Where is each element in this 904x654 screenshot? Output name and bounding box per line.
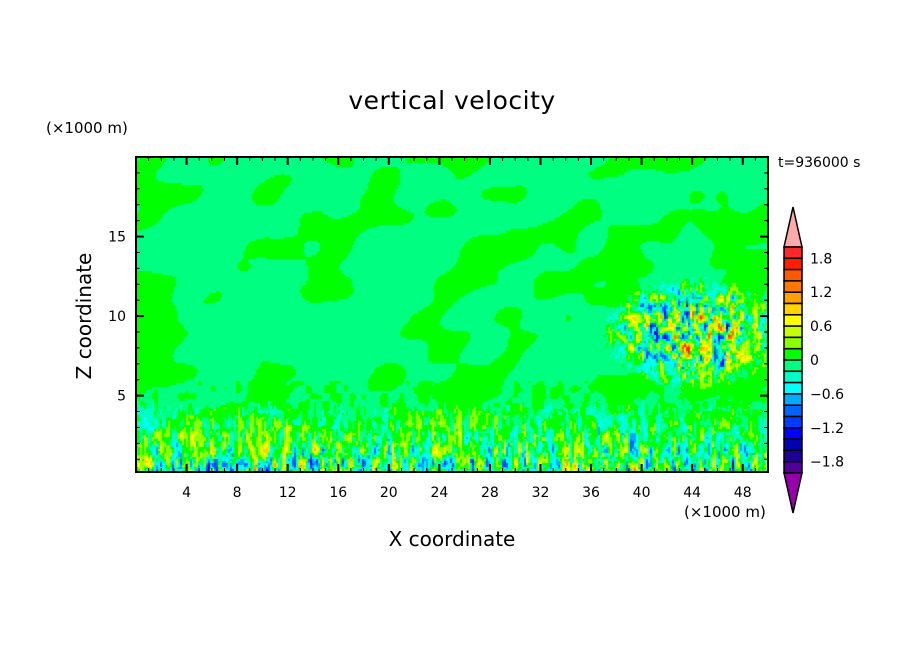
colorbar-tick-label: 1.8 — [810, 251, 832, 267]
y-tick-label: 5 — [117, 389, 126, 405]
colorbar-swatch — [783, 449, 803, 463]
colorbar-swatch — [783, 460, 803, 474]
x-tick-label: 12 — [279, 485, 297, 501]
colorbar-tick-label: 0.6 — [810, 319, 832, 335]
colorbar-swatch — [783, 381, 803, 395]
heatmap-field — [136, 157, 768, 472]
colorbar-swatch — [783, 246, 803, 260]
x-unit-label: (×1000 m) — [684, 503, 766, 521]
colorbar-swatch — [783, 268, 803, 282]
colorbar-swatch — [783, 257, 803, 271]
colorbar-swatch — [783, 438, 803, 452]
colorbar-swatch — [783, 302, 803, 316]
colorbar-tick-label: −0.6 — [810, 387, 844, 403]
plot-frame — [135, 156, 769, 473]
colorbar-swatch — [783, 314, 803, 327]
colorbar-swatch — [783, 427, 803, 440]
colorbar-swatch — [783, 359, 803, 373]
y-tick-label: 15 — [108, 230, 126, 246]
x-tick-label: 40 — [633, 485, 651, 501]
colorbar-tick-label: 0 — [810, 353, 819, 369]
colorbar-tick-label: 1.2 — [810, 285, 832, 301]
x-tick-label: 36 — [582, 485, 600, 501]
x-axis-label: X coordinate — [388, 527, 516, 551]
colorbar-swatch — [783, 325, 803, 339]
x-tick-label: 28 — [481, 485, 499, 501]
x-tick-label: 24 — [430, 485, 448, 501]
colorbar-swatch — [783, 280, 803, 293]
colorbar-swatch — [783, 291, 803, 305]
colorbar-swatch — [783, 336, 803, 350]
colorbar-swatch — [783, 393, 803, 406]
x-tick-label: 8 — [233, 485, 242, 501]
colorbar-tick-label: −1.2 — [810, 421, 844, 437]
time-annotation: t=936000 s — [778, 155, 861, 171]
x-tick-label: 16 — [329, 485, 347, 501]
colorbar-tick-label: −1.8 — [810, 455, 844, 471]
y-unit-label: (×1000 m) — [46, 119, 128, 137]
colorbar-swatch — [783, 347, 803, 361]
x-tick-label: 48 — [734, 485, 752, 501]
x-tick-label: 20 — [380, 485, 398, 501]
chart-title: vertical velocity — [348, 86, 556, 115]
colorbar-under-triangle — [783, 472, 803, 514]
colorbar-swatch — [783, 370, 803, 384]
x-tick-label: 32 — [532, 485, 550, 501]
y-tick-label: 10 — [108, 309, 126, 325]
colorbar-over-triangle — [783, 206, 803, 248]
x-tick-label: 44 — [683, 485, 701, 501]
colorbar-swatch — [783, 404, 803, 418]
x-tick-label: 4 — [182, 485, 191, 501]
colorbar-swatch — [783, 415, 803, 429]
